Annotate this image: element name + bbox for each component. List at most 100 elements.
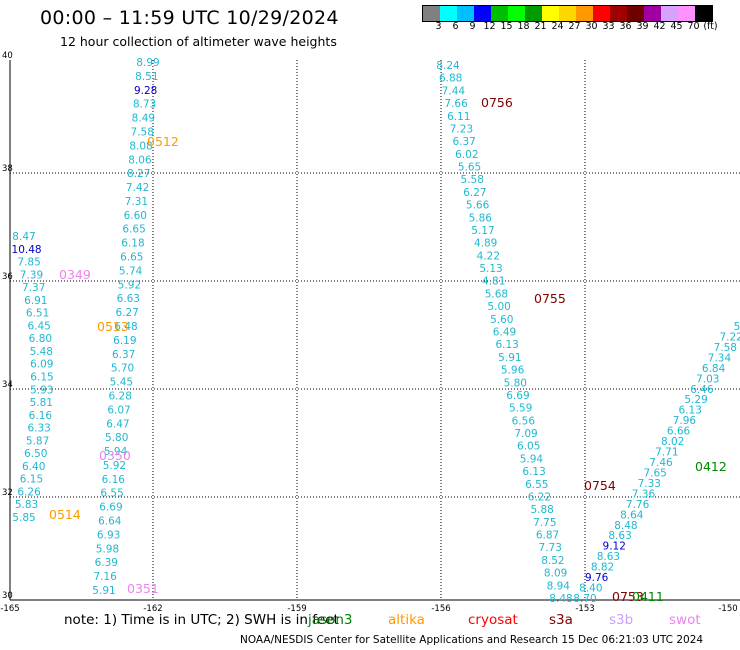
wave-height-value: 5.92 <box>118 279 141 291</box>
wave-height-value: 9.76 <box>585 572 609 584</box>
color-scale-label: 6 <box>452 21 459 32</box>
wave-height-value: 8.64 <box>620 509 644 521</box>
color-scale-label: 21 <box>534 21 547 32</box>
wave-height-value: 6.87 <box>536 530 559 542</box>
pass-time-label: 0754 <box>584 478 616 493</box>
wave-height-value: 7.71 <box>655 447 678 459</box>
wave-height-value: 6.33 <box>27 423 50 435</box>
color-scale-labels: 3 6 9 12 15 18 21 24 27 30 33 36 39 42 45 70 (ft) <box>422 21 740 33</box>
wave-height-value: 6.65 <box>120 252 143 264</box>
wave-height-value: 5.74 <box>119 265 143 277</box>
wave-height-value: 6.63 <box>117 293 140 305</box>
wave-height-value: 6.13 <box>522 466 545 478</box>
wave-height-value: 8.48 <box>614 520 637 532</box>
color-swatch <box>423 6 440 21</box>
wave-height-value: 6.93 <box>97 529 120 541</box>
color-scale-label: 3 <box>435 21 442 32</box>
wave-height-value: 5.66 <box>466 200 490 212</box>
pass-time-labels: 0512 0513 0514 0349 0350 0351 0756 0755 0754 0753… <box>49 95 727 604</box>
wave-height-value: 5.83 <box>15 499 38 511</box>
wave-height-value: 6.37 <box>112 349 135 361</box>
wave-height-value: 6.28 <box>109 390 132 402</box>
wave-height-value: 6.46 <box>690 384 714 396</box>
wave-height-value: 5.80 <box>504 377 527 389</box>
credit-line: NOAA/NESDIS Center for Satellite Applica… <box>240 634 704 646</box>
wave-height-value: 6.69 <box>506 390 529 402</box>
wave-height-value: 6.18 <box>121 238 144 250</box>
wave-height-value: 5.65 <box>458 162 481 174</box>
wave-height-value: 7.65 <box>643 467 666 479</box>
wave-height-value: 6.27 <box>115 307 138 319</box>
wave-height-value: 5.29 <box>684 394 707 406</box>
latitude-tick: 38 <box>2 164 13 174</box>
color-swatch <box>576 6 593 21</box>
wave-height-value: 8.47 <box>12 231 35 243</box>
wave-height-value: 7.85 <box>17 257 40 269</box>
wave-height-value: 7.44 <box>442 85 466 97</box>
wave-height-value: 5.98 <box>96 543 119 555</box>
wave-height-value: 6.56 <box>512 415 536 427</box>
color-scale-label: 42 <box>653 21 666 32</box>
wave-height-value: 7.42 <box>126 182 149 194</box>
wave-height-value: 6.91 <box>24 295 47 307</box>
wave-height-value: 7.75 <box>533 517 556 529</box>
wave-height-value: 8.73 <box>133 99 156 111</box>
wave-height-value: 4.81 <box>482 276 505 288</box>
pass-time-label: 0411 <box>632 589 664 604</box>
wave-height-value: 7.37 <box>22 282 45 294</box>
wave-height-value: 8.40 <box>579 583 602 595</box>
wave-height-value: 6.50 <box>24 448 47 460</box>
satellite-legend-altika: altika <box>388 612 425 628</box>
wave-height-value: 7.96 <box>673 415 697 427</box>
wave-height-value: 7.23 <box>450 123 473 135</box>
wave-height-value: 7.66 <box>444 98 468 110</box>
longitude-tick: -165 <box>0 604 19 614</box>
wave-height-value: 7.34 <box>708 352 732 364</box>
wave-height-value: 6.15 <box>30 372 53 384</box>
wave-height-value: 5.91 <box>92 585 115 597</box>
wave-height-value: 6.88 <box>439 73 462 85</box>
wave-height-value: 7.73 <box>539 542 562 554</box>
color-scale-label: (ft) <box>703 21 718 32</box>
satellite-legend-s3a: s3a <box>549 612 573 628</box>
wave-height-value: 6.13 <box>495 339 518 351</box>
pass-time-label: 0513 <box>97 319 129 334</box>
color-swatch <box>525 6 542 21</box>
wave-height-value: 5.93 <box>30 384 53 396</box>
color-swatch <box>593 6 610 21</box>
color-scale-label: 24 <box>551 21 564 32</box>
wave-height-value: 4.22 <box>477 250 500 262</box>
wave-height-value: 6.69 <box>99 502 122 514</box>
wave-height-value: 5.13 <box>479 263 502 275</box>
pass-time-label: 0351 <box>127 581 159 596</box>
wave-height-value: 8.63 <box>597 551 620 563</box>
wave-height-value: 6.65 <box>122 224 145 236</box>
color-swatch <box>644 6 661 21</box>
footer-note: note: 1) Time is in UTC; 2) SWH is in fe… <box>64 612 339 628</box>
wave-height-value: 9.28 <box>134 85 157 97</box>
wave-height-value: 5.86 <box>469 212 493 224</box>
color-scale-label: 45 <box>670 21 683 32</box>
wave-height-value: 5.17 <box>471 225 494 237</box>
color-scale-label: 36 <box>619 21 632 32</box>
color-swatch <box>457 6 474 21</box>
color-swatch <box>610 6 627 21</box>
wave-height-value: 5.80 <box>105 432 128 444</box>
pass-time-label: 0756 <box>481 95 513 110</box>
wave-height-value: 6.80 <box>29 333 52 345</box>
satellite-legend-cryosat: cryosat <box>468 612 518 628</box>
color-scale-label: 30 <box>585 21 598 32</box>
wave-height-value: 5.68 <box>485 288 508 300</box>
color-scale-label: 15 <box>500 21 513 32</box>
wave-height-value: 6.27 <box>463 187 486 199</box>
wave-height-value: 5.92 <box>103 460 126 472</box>
wave-height-value: 5.00 <box>487 301 510 313</box>
latitude-tick: 34 <box>2 380 13 390</box>
latitude-tick: 40 <box>2 51 13 61</box>
wave-height-value: 6.84 <box>702 363 726 375</box>
wave-height-value: 8.27 <box>127 168 150 180</box>
color-scale-label: 33 <box>602 21 615 32</box>
wave-height-value: 6.49 <box>493 327 516 339</box>
wave-height-value: 5.96 <box>501 365 525 377</box>
wave-height-value: 8.02 <box>661 436 684 448</box>
